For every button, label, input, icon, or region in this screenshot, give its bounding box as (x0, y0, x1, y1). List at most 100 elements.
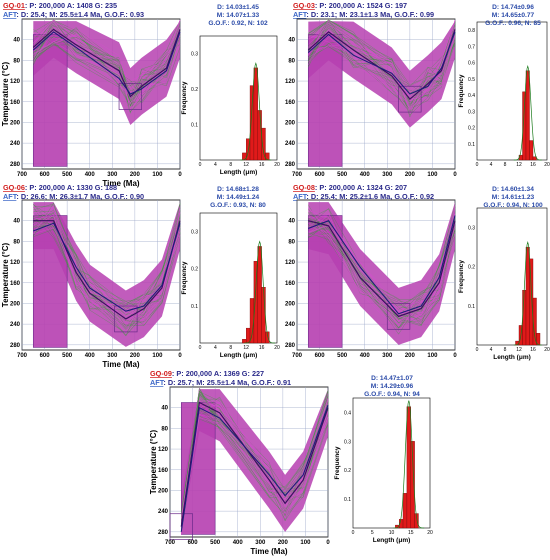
aft-header: AFT: D: 26.6; M: 26.3±1.7 Ma, G.O.F.: 0.… (3, 192, 144, 201)
hist-x-tick-label: 0 (199, 345, 202, 351)
x-tick-label: 700 (17, 172, 28, 178)
length-stat: D: 14.74±0.96 (492, 4, 534, 11)
hist-x-tick-label: 0 (476, 347, 479, 353)
aft-stats: : D: 25.4; M: 25.2±1.6 Ma, G.O.F.: 0.92 (306, 192, 434, 201)
hist-y-tick-label: 0.8 (468, 28, 475, 34)
length-stat: M: 14.29±0.96 (371, 383, 414, 390)
sample-id: GQ-01 (3, 1, 25, 10)
length-stat: D: 14.03±1.45 (217, 4, 259, 11)
y-tick-label: 120 (285, 260, 296, 266)
hist-y-tick-label: 0.2 (344, 468, 351, 474)
hist-y-tick-label: 0.2 (468, 265, 475, 271)
good-path (308, 19, 456, 114)
y-tick-label: 240 (285, 322, 296, 328)
acceptable-path (181, 391, 329, 511)
sample-header: GQ-09: P: 200,000 A: 1369 G: 227 (150, 369, 264, 378)
x-tick-label: 100 (152, 353, 163, 359)
good-path (33, 209, 181, 313)
x-tick-label: 100 (300, 540, 311, 546)
fitted-length-curve (513, 65, 542, 161)
good-path (308, 20, 456, 104)
hist-y-tick-label: 0.2 (191, 267, 198, 273)
aft-stats: : D: 23.1; M: 23.1±1.3 Ma, G.O.F.: 0.99 (306, 10, 434, 19)
sample-id: GQ-09 (150, 369, 172, 378)
good-path (308, 19, 456, 111)
y-tick-label: 160 (285, 281, 296, 287)
histogram-bar (402, 493, 408, 529)
acceptable-path (33, 215, 181, 326)
hist-y-axis-title: Frequency (334, 446, 341, 479)
good-path (308, 208, 456, 321)
hist-x-tick-label: 4 (490, 162, 493, 168)
hist-y-tick-label: 0.2 (468, 126, 475, 132)
hist-y-tick-label: 0.4 (468, 93, 475, 99)
length-stat: G.O.F.: 0.93, N: 80 (210, 202, 266, 209)
y-tick-label: 280 (285, 162, 296, 168)
hist-x-tick-label: 20 (274, 162, 280, 168)
y-axis-title: Temperature (°C) (1, 61, 10, 126)
y-tick-label: 40 (13, 219, 20, 225)
y-tick-label: 80 (13, 239, 20, 245)
weighted-mean-path (307, 31, 456, 95)
hist-x-tick-label: 4 (214, 162, 217, 168)
hist-y-tick-label: 0.1 (191, 123, 198, 129)
x-tick-label: 0 (178, 353, 182, 359)
good-path (33, 210, 181, 311)
length-stat: D: 14.47±1.07 (371, 375, 413, 382)
hist-y-tick-label: 0.3 (468, 109, 475, 115)
y-tick-label: 160 (10, 100, 21, 106)
hist-x-tick-label: 16 (530, 347, 536, 353)
y-tick-label: 240 (10, 141, 21, 147)
x-tick-label: 400 (360, 353, 371, 359)
histogram-bar (414, 513, 419, 529)
good-path (33, 215, 181, 310)
acceptable-path (308, 209, 456, 329)
fitted-length-curve (393, 400, 425, 529)
hist-y-axis-title: Frequency (181, 81, 188, 114)
hist-y-tick-label: 0.1 (468, 304, 475, 310)
length-stat: D: 14.60±1.34 (492, 186, 534, 193)
hist-y-tick-label: 0.1 (191, 304, 198, 310)
x-tick-label: 700 (292, 172, 303, 178)
fitted-length-curve (240, 62, 272, 161)
constraint-box-minimum (386, 303, 411, 330)
best-fit-path (33, 220, 181, 320)
y-tick-label: 240 (158, 509, 169, 515)
hist-x-tick-label: 12 (243, 162, 249, 168)
good-path (308, 21, 456, 95)
aft-label: AFT (293, 192, 308, 201)
hist-y-tick-label: 0.1 (468, 142, 475, 148)
acceptable-path (308, 22, 456, 107)
y-tick-label: 80 (161, 426, 168, 432)
y-tick-label: 200 (10, 301, 21, 307)
x-tick-label: 300 (382, 172, 393, 178)
histogram-frame (476, 21, 548, 161)
aft-stats: : D: 25.4; M: 25.5±1.4 Ma, G.O.F.: 0.93 (16, 10, 144, 19)
aft-header: AFT: D: 25.4; M: 25.5±1.4 Ma, G.O.F.: 0.… (3, 10, 144, 19)
x-tick-label: 600 (315, 353, 326, 359)
good-path (33, 32, 181, 90)
y-tick-label: 240 (10, 322, 21, 328)
y-tick-label: 80 (288, 239, 295, 245)
hist-x-axis-title: Length (μm) (373, 537, 411, 544)
y-tick-label: 280 (10, 343, 21, 349)
x-tick-label: 700 (17, 353, 28, 359)
y-tick-label: 40 (288, 219, 295, 225)
hist-y-tick-label: 0.3 (468, 226, 475, 232)
x-tick-label: 500 (62, 353, 73, 359)
y-tick-label: 160 (10, 281, 21, 287)
x-tick-label: 200 (278, 540, 289, 546)
hist-x-tick-label: 20 (544, 347, 550, 353)
best-fit-path (307, 29, 456, 101)
y-axis-title: Temperature (°C) (1, 242, 10, 307)
histogram-bar (261, 287, 266, 344)
y-tick-label: 200 (285, 120, 296, 126)
hist-y-tick-label: 0.4 (344, 410, 351, 416)
x-axis-title: Time (Ma) (250, 547, 288, 556)
histogram-bar (245, 327, 251, 344)
hist-x-tick-label: 4 (214, 345, 217, 351)
histogram-bar (253, 261, 258, 344)
